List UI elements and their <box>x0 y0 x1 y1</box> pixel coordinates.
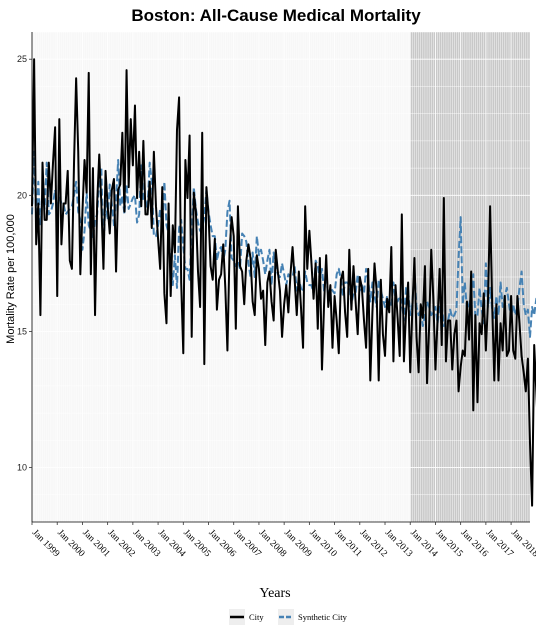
y-tick-label: 25 <box>17 54 27 64</box>
y-tick-label: 20 <box>17 190 27 200</box>
y-axis-title: Mortality Rate per 100,000 <box>5 214 17 344</box>
chart-title: Boston: All-Cause Medical Mortality <box>131 6 421 25</box>
series-line-city <box>31 58 536 507</box>
legend: City Synthetic City <box>229 609 348 625</box>
x-tick-label: Jan 2018 <box>509 528 536 559</box>
grid-lines <box>31 31 531 523</box>
x-axis-title: Years <box>259 586 290 601</box>
series-lines <box>31 58 536 507</box>
y-tick-label: 15 <box>17 326 27 336</box>
legend-label: Synthetic City <box>298 612 348 622</box>
legend-label: City <box>249 612 264 622</box>
y-tick-label: 10 <box>17 463 27 473</box>
